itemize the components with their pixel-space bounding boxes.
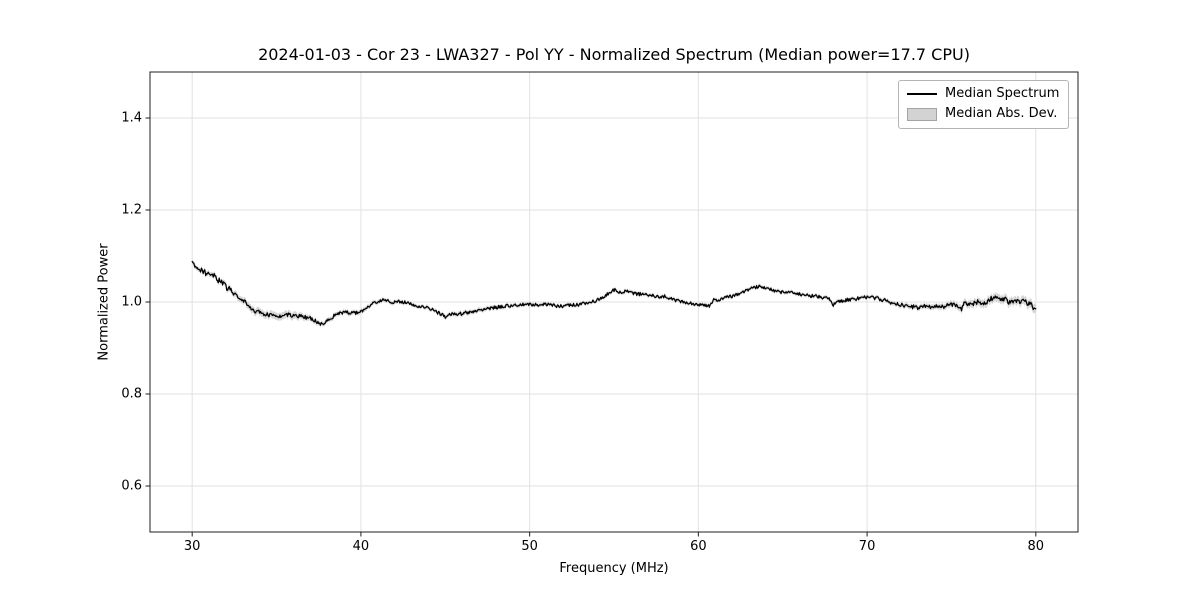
median-spectrum-line [191,260,1037,326]
legend: Median Spectrum Median Abs. Dev. [898,80,1070,129]
x-tick-label-80: 80 [1027,539,1045,554]
y-tick-label-1.2: 1.2 [121,202,142,218]
y-tick-label-0.8: 0.8 [121,386,142,402]
median-spectrum-line-swatch [907,93,937,95]
x-axis-label: Frequency (MHz) [559,561,669,576]
x-tick-label-70: 70 [858,539,876,554]
legend-label: Median Abs. Dev. [945,106,1058,121]
legend-entry-median-spectrum: Median Spectrum [907,86,1059,102]
x-tick-label-40: 40 [352,539,370,554]
legend-entry-median-abs-dev: Median Abs. Dev. [907,106,1059,122]
mad-band [192,259,1036,328]
chart-title: 2024-01-03 - Cor 23 - LWA327 - Pol YY - … [258,45,970,64]
x-tick-label-60: 60 [690,539,707,554]
x-tick-label-30: 30 [183,539,201,554]
axis-ticks [145,117,1037,537]
legend-label: Median Spectrum [945,86,1060,101]
y-tick-label-1.4: 1.4 [121,110,142,126]
x-tick-label-50: 50 [521,539,538,554]
gridlines [150,72,1078,532]
median-abs-dev-patch-swatch [907,107,937,121]
y-tick-label-1.0: 1.0 [121,294,142,310]
y-tick-label-0.6: 0.6 [121,478,142,494]
y-axis-label: Normalized Power [96,243,112,361]
